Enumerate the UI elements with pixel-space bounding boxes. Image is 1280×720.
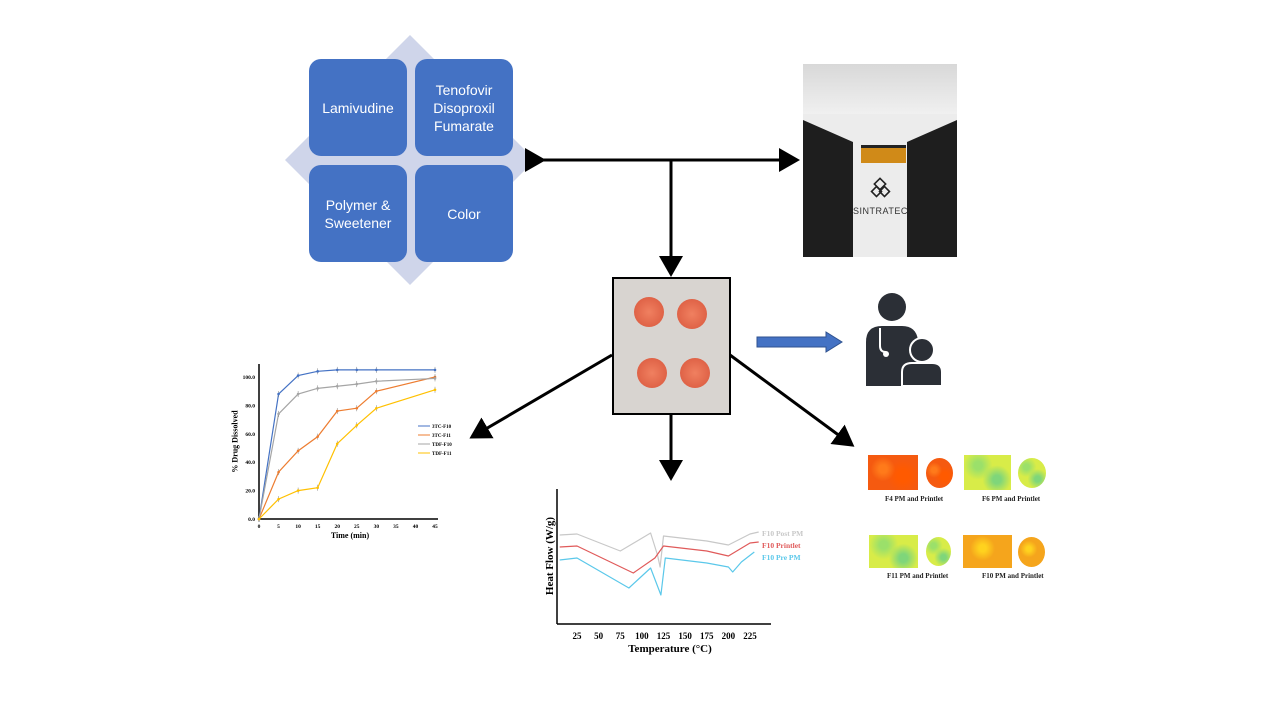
printlet-photo <box>612 277 731 415</box>
y-tick-label: 0.0 <box>248 517 255 523</box>
printlet-image-f4 <box>926 458 953 488</box>
data-point <box>277 497 280 501</box>
dissolution-xlabel: Time (min) <box>330 531 370 540</box>
printlet-image-f11 <box>926 537 951 566</box>
x-tick-label: 10 <box>295 524 301 530</box>
y-tick-label: 20.0 <box>245 489 255 495</box>
data-point <box>433 388 437 392</box>
legend-label: 3TC-F10 <box>432 425 452 430</box>
series-line-TDF-F10 <box>258 377 436 520</box>
data-point <box>296 374 300 377</box>
x-tick-label: 50 <box>594 631 604 641</box>
printlet-image-f6 <box>1018 458 1046 488</box>
data-point <box>296 489 300 492</box>
legend-label: F10 Pre PM <box>762 553 801 562</box>
data-point <box>335 409 339 413</box>
x-tick-label: 125 <box>657 631 671 641</box>
x-tick-label: 5 <box>277 524 280 530</box>
ingredient-polymer-sweetener: Polymer & Sweetener <box>309 165 407 262</box>
ingredient-lamivudine: Lamivudine <box>309 59 407 156</box>
data-point <box>335 384 339 388</box>
series-line-F10 Pre PM <box>559 551 755 596</box>
data-point <box>355 382 359 386</box>
dsc-chart: 25 50 75 100 125 150 175 200 225 F10 Post PM F10 P… <box>556 489 803 641</box>
data-point <box>335 442 339 446</box>
pm-image-f10 <box>963 535 1012 568</box>
x-tick-label: 45 <box>432 524 438 530</box>
data-point <box>355 423 359 427</box>
ingredient-tdf: Tenofovir Disoproxil Fumarate <box>415 59 513 156</box>
series-line-TDF-F11 <box>258 389 436 520</box>
data-point <box>375 368 378 372</box>
legend-label: TDF-F11 <box>432 452 452 457</box>
data-point <box>375 379 378 383</box>
y-tick-label: 80.0 <box>245 403 255 409</box>
data-point <box>296 449 300 453</box>
x-tick-label: 150 <box>678 631 692 641</box>
data-point <box>433 368 437 372</box>
data-point <box>433 377 437 380</box>
legend-label: F10 Post PM <box>762 529 803 538</box>
arrow-to-imaging <box>729 353 855 447</box>
series-line-F10 Printlet <box>559 541 759 574</box>
arrow-to-dissolution <box>469 353 613 439</box>
data-point <box>296 392 300 396</box>
data-point <box>316 387 319 390</box>
legend-label: 3TC-F11 <box>432 434 451 439</box>
printlet-image-f10 <box>1018 537 1045 567</box>
data-point <box>316 486 319 490</box>
data-point <box>277 392 280 396</box>
pm-image-f4 <box>868 455 918 490</box>
blue-arrow-to-patient <box>756 331 843 353</box>
data-point <box>355 368 359 372</box>
pm-image-f11 <box>869 535 918 568</box>
legend-label: F10 Printlet <box>762 541 801 550</box>
x-tick-label: 100 <box>635 631 649 641</box>
dsc-xlabel: Temperature (°C) <box>628 643 712 655</box>
data-point <box>257 517 261 521</box>
doctor-child-icon <box>866 293 943 386</box>
x-tick-label: 0 <box>258 524 261 530</box>
series-line-3TC-F11 <box>258 376 436 520</box>
data-point <box>277 470 280 474</box>
series-line-3TC-F10 <box>258 369 435 520</box>
imaging-label-f10: F10 PM and Printlet <box>982 572 1044 580</box>
dissolution-ylabel: % Drug Dissolved <box>230 410 240 473</box>
x-tick-label: 25 <box>354 524 360 530</box>
imaging-label-f11: F11 PM and Printlet <box>887 572 949 580</box>
x-tick-label: 200 <box>722 631 736 641</box>
x-tick-label: 15 <box>315 524 321 530</box>
pm-image-f6 <box>964 455 1011 490</box>
x-tick-label: 40 <box>413 524 419 530</box>
x-tick-label: 30 <box>374 524 380 530</box>
data-point <box>277 412 280 416</box>
x-tick-label: 225 <box>743 631 757 641</box>
data-point <box>375 389 378 393</box>
series-line-F10 Post PM <box>559 531 759 568</box>
data-point <box>375 406 378 410</box>
y-tick-label: 100.0 <box>243 375 256 381</box>
dissolution-chart: 0 5 10 15 20 25 30 35 40 45 0.0 20.0 40.0 60.0 80.0 100… <box>243 364 452 530</box>
imaging-label-f6: F6 PM and Printlet <box>982 495 1041 503</box>
sls-printer-photo: SINTRATEC <box>803 64 957 257</box>
imaging-label-f4: F4 PM and Printlet <box>885 495 944 503</box>
legend-label: TDF-F10 <box>432 443 452 448</box>
x-tick-label: 35 <box>393 524 399 530</box>
data-point <box>355 406 359 410</box>
x-tick-label: 175 <box>700 631 714 641</box>
x-tick-label: 20 <box>334 524 340 530</box>
ingredient-color: Color <box>415 165 513 262</box>
dsc-ylabel: Heat Flow (W/g) <box>544 516 556 596</box>
data-point <box>316 435 319 438</box>
x-tick-label: 25 <box>573 631 583 641</box>
y-tick-label: 60.0 <box>245 432 255 438</box>
printer-brand: SINTRATEC <box>853 206 908 216</box>
data-point <box>316 370 319 373</box>
y-tick-label: 40.0 <box>245 460 255 466</box>
data-point <box>335 368 339 372</box>
x-tick-label: 75 <box>616 631 626 641</box>
